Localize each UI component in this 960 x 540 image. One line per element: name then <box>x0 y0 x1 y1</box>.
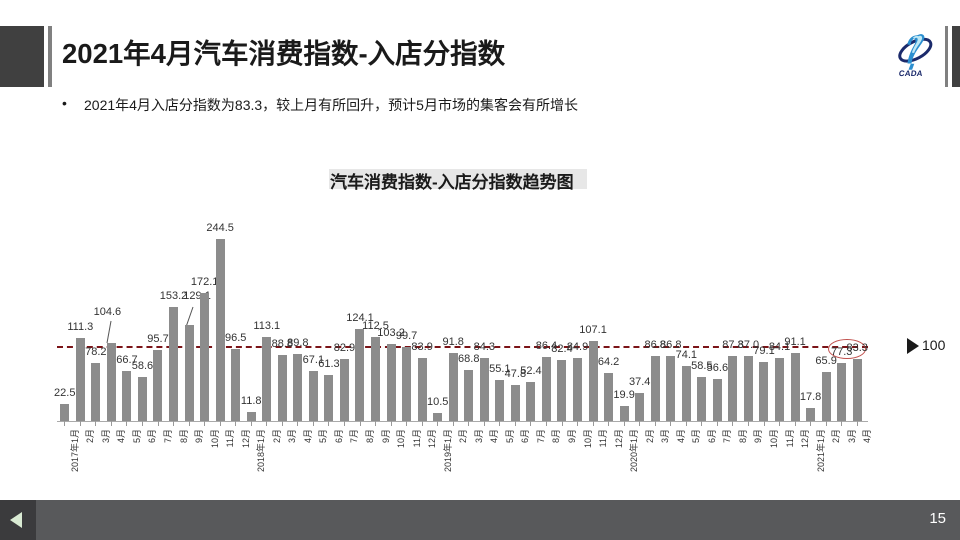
svg-text:CADA: CADA <box>898 69 923 78</box>
